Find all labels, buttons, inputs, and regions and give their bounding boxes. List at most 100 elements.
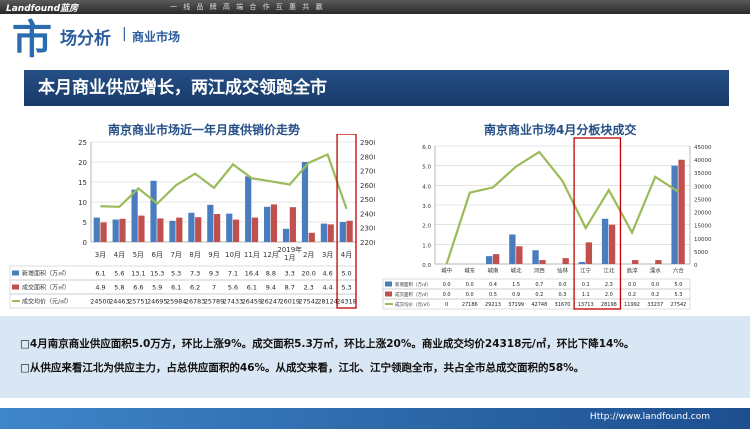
chart2-bar-deal — [632, 260, 639, 264]
section-separator: | — [122, 26, 127, 42]
chart1-table-value: 3.3 — [285, 270, 295, 278]
chart1-table-value: 6.1 — [247, 284, 257, 292]
chart2-title: 南京商业市场4月分板块成交 — [484, 123, 637, 137]
chart2-bar-deal — [539, 260, 546, 264]
chart2-bar-deal — [516, 246, 523, 264]
chart1-y-tick: 25 — [78, 139, 87, 147]
chart2-table-value: 27186 — [462, 302, 478, 308]
chart1-table-value: 6.1 — [171, 284, 181, 292]
chart2-y-tick: 0.0 — [422, 263, 431, 269]
chart2-y-tick: 2.0 — [422, 224, 431, 230]
chart1-title: 南京商业市场近一年月度供销价走势 — [108, 123, 301, 137]
chart2-y2-tick: 5000 — [694, 250, 708, 256]
chart2-bar-supply — [671, 165, 678, 264]
chart2-bar-deal — [585, 242, 593, 264]
chart1-bar-supply — [301, 162, 309, 242]
chart1-x-tick: 5月 — [133, 251, 144, 259]
chart1-table-value: 27542 — [299, 298, 319, 306]
chart2-table-row — [382, 298, 691, 310]
district-deal-chart: 0.0 1.0 2.0 3.0 4.0 5.0 6.0 0 5000 10000 15000 2000… — [382, 137, 712, 310]
chart1-table-value: 27433 — [223, 298, 243, 306]
chart1-table-value: 2.3 — [304, 284, 314, 292]
chart1-x-tick: 6月 — [152, 251, 163, 259]
chart1-table-value: 26247 — [261, 298, 281, 306]
chart2-table-value: 0.2 — [628, 292, 636, 298]
chart1-x-tick: 9月 — [208, 251, 219, 259]
summary-box: □4月南京商业供应面积5.0万方，环比上涨9%。成交面积5.3万㎡，环比上涨20… — [0, 316, 750, 398]
chart1-table-value: 5.6 — [228, 284, 238, 292]
chart1-table-value: 5.0 — [341, 270, 351, 278]
section-char: 市 — [12, 17, 52, 63]
chart1-y2-tick: 22000 — [360, 239, 375, 247]
chart1-bar-deal — [251, 217, 259, 242]
chart2-table-value: 0.0 — [443, 292, 451, 298]
chart2-legend-label: 新增面积（万㎡） — [395, 281, 431, 288]
chart1-y-tick: 15 — [78, 179, 87, 187]
chart2-x-tick: 城北 — [511, 267, 523, 275]
chart2-price-line — [445, 150, 680, 265]
chart2-table-value: 2.0 — [605, 292, 613, 298]
chart1-x-tick: 7月 — [170, 251, 181, 259]
chart2-x-tick: 江北 — [603, 267, 615, 275]
chart1-bar-supply — [226, 213, 233, 242]
chart2-x-tick: 仙林 — [557, 267, 569, 275]
chart1-y2-tick: 26000 — [360, 182, 375, 190]
chart2-table-value: 2.3 — [605, 282, 613, 288]
chart1-highlight-box — [336, 134, 357, 309]
chart2-bar-deal — [562, 258, 569, 264]
chart2-y-tick: 1.0 — [422, 243, 431, 249]
section-title: 场分析 — [60, 29, 111, 49]
chart2-table-value: 5.0 — [674, 282, 682, 288]
footer-url: Http://www.landfound.com — [589, 412, 710, 422]
chart1-bar-deal — [157, 218, 164, 242]
chart2-y2-tick: 15000 — [694, 224, 712, 230]
chart1-bar-supply — [245, 176, 252, 242]
chart1-x-tick: 8月 — [189, 251, 200, 259]
chart2-table-value: 11992 — [624, 302, 640, 308]
chart2-y2-tick: 40000 — [694, 158, 712, 164]
chart1-table-value: 26783 — [185, 298, 205, 306]
chart1-y2-tick: 24000 — [360, 210, 375, 218]
chart1-bar-deal — [270, 204, 278, 242]
chart1-bar-deal — [327, 224, 334, 242]
chart2-x-tick: 高淳 — [627, 267, 639, 275]
chart2-legend-label: 成交面积（万㎡） — [395, 291, 431, 298]
chart1-y-tick: 20 — [78, 159, 87, 167]
chart1-table-value: 5.3 — [341, 284, 351, 292]
chart1-price-line — [100, 153, 348, 210]
chart1-y-tick: 0 — [83, 239, 87, 247]
chart2-y-tick: 6.0 — [422, 145, 431, 151]
headline-banner: 本月商业供应增长，两江成交领跑全市 — [24, 70, 729, 106]
chart1-y2-tick: 28000 — [360, 153, 375, 161]
chart2-table-value: 0.2 — [651, 292, 659, 298]
chart2-y-tick: 5.0 — [422, 165, 431, 171]
chart1-table-value: 4.6 — [323, 270, 333, 278]
chart1-bar-deal — [346, 220, 353, 242]
chart1-table-value: 26019 — [280, 298, 300, 306]
chart2-x-tick: 城中 — [441, 267, 452, 275]
chart1-table-value: 25984 — [166, 298, 186, 306]
chart1-table-value: 9.3 — [209, 270, 219, 278]
chart1-bar-supply — [339, 222, 346, 242]
chart1-x-tick: 4月 — [114, 251, 125, 259]
chart2-table-value: 0.4 — [489, 282, 497, 288]
chart1-x-tick: 10月 — [225, 251, 241, 259]
chart2-bar-supply — [509, 234, 516, 264]
chart2-table-value: 0 — [445, 302, 448, 308]
chart1-bar-supply — [112, 219, 119, 242]
chart2-bar-supply — [578, 262, 586, 264]
chart1-legend-swatch — [12, 284, 19, 290]
chart2-table-value: 5.3 — [674, 292, 682, 298]
chart1-table-value: 6.2 — [190, 284, 200, 292]
chart1-bar-supply — [93, 217, 100, 242]
chart1-table-value: 4.9 — [95, 284, 105, 292]
chart1-table-value: 26459 — [242, 298, 262, 306]
chart2-bar-supply — [532, 250, 539, 264]
chart2-table-value: 0.2 — [535, 292, 543, 298]
chart2-y-tick: 4.0 — [422, 184, 431, 190]
chart1-y2-tick: 23000 — [360, 225, 375, 233]
chart1-table-value: 25751 — [128, 298, 148, 306]
chart1-table-value: 25789 — [204, 298, 224, 306]
chart1-table-value: 24463 — [109, 298, 129, 306]
chart1-bar-supply — [131, 189, 138, 242]
